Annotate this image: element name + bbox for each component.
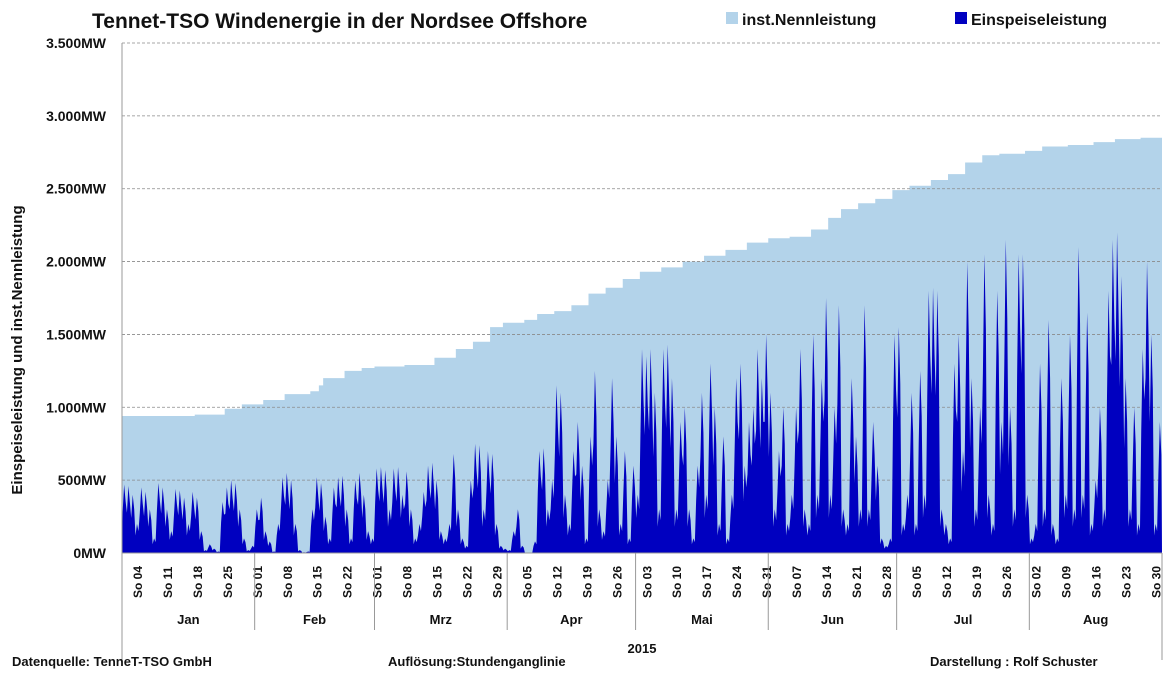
month-label: Mai: [691, 612, 713, 627]
footer-source: Datenquelle: TenneT-TSO GmbH: [12, 654, 212, 669]
legend-label-installed: inst.Nennleistung: [742, 12, 876, 29]
week-tick-label: So 08: [281, 566, 295, 598]
week-tick-label: So 16: [1090, 566, 1104, 598]
week-tick-label: So 03: [640, 566, 654, 598]
week-tick-label: So 23: [1120, 566, 1134, 598]
week-tick-label: So 22: [461, 566, 475, 598]
week-tick-label: So 31: [760, 566, 774, 598]
plot-area: [122, 42, 1162, 553]
week-tick-label: So 09: [1060, 566, 1074, 598]
week-tick-label: So 19: [580, 566, 594, 598]
month-label: Jan: [177, 612, 199, 627]
series-area-installed-capacity: [122, 136, 1162, 553]
week-tick-label: So 02: [1030, 566, 1044, 598]
week-tick-label: So 12: [550, 566, 564, 598]
legend-swatch-installed: [726, 12, 738, 24]
y-tick-label: 500MW: [58, 472, 107, 488]
y-tick-label: 2.000MW: [46, 254, 107, 270]
week-tick-label: So 17: [700, 566, 714, 598]
legend-swatch-feedin: [955, 12, 967, 24]
footer-resolution: Auflösung:Stundenganglinie: [388, 654, 566, 669]
series-area-feed-in: [122, 232, 1162, 553]
week-tick-label: So 30: [1150, 566, 1164, 598]
week-tick-label: So 28: [880, 566, 894, 598]
y-tick-label: 1.500MW: [46, 326, 107, 342]
month-label: Jul: [954, 612, 973, 627]
week-tick-label: So 08: [401, 566, 415, 598]
week-tick-label: So 01: [371, 566, 385, 598]
footer-author: Darstellung : Rolf Schuster: [930, 654, 1098, 669]
week-tick-label: So 07: [790, 566, 804, 598]
x-axis: So 04 So 11 So 18 So 25 So 01 So 08 So 15 So 22…: [121, 43, 1164, 660]
x-axis-year: 2015: [628, 641, 657, 656]
week-tick-label: So 25: [221, 566, 235, 598]
y-axis: 0MW 500MW 1.000MW 1.500MW 2.000MW 2.500MW 3.00…: [46, 35, 107, 561]
y-tick-label: 1.000MW: [46, 399, 107, 415]
week-tick-label: So 18: [191, 566, 205, 598]
y-tick-label: 3.000MW: [46, 108, 107, 124]
week-tick-label: So 21: [850, 566, 864, 598]
week-tick-label: So 05: [910, 566, 924, 598]
month-label: Apr: [560, 612, 582, 627]
week-tick-label: So 11: [161, 566, 175, 598]
week-tick-label: So 15: [431, 566, 445, 598]
month-label: Mrz: [430, 612, 453, 627]
week-tick-label: So 05: [520, 566, 534, 598]
week-tick-label: So 12: [940, 566, 954, 598]
month-label: Aug: [1083, 612, 1108, 627]
week-tick-label: So 26: [610, 566, 624, 598]
legend: inst.Nennleistung Einspeiseleistung: [726, 12, 1107, 29]
y-tick-label: 0MW: [73, 545, 106, 561]
week-tick-label: So 22: [341, 566, 355, 598]
y-tick-label: 3.500MW: [46, 35, 107, 51]
week-tick-label: So 19: [970, 566, 984, 598]
week-tick-label: So 10: [670, 566, 684, 598]
y-axis-title: Einspeiseleistung und inst.Nennleistung: [9, 205, 26, 494]
month-label: Feb: [303, 612, 326, 627]
legend-label-feedin: Einspeiseleistung: [971, 12, 1107, 29]
y-tick-label: 2.500MW: [46, 181, 107, 197]
week-tick-label: So 15: [311, 566, 325, 598]
chart-title: Tennet-TSO Windenergie in der Nordsee Of…: [92, 10, 587, 33]
week-tick-label: So 26: [1000, 566, 1014, 598]
week-tick-label: So 04: [131, 566, 145, 598]
month-label: Jun: [821, 612, 844, 627]
week-tick-label: So 24: [730, 566, 744, 598]
week-tick-label: So 29: [490, 566, 504, 598]
week-tick-label: So 14: [820, 566, 834, 598]
week-tick-label: So 01: [251, 566, 265, 598]
